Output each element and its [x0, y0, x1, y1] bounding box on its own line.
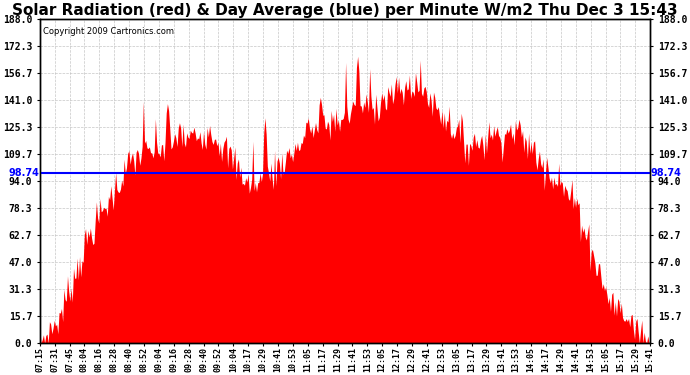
Text: 98.74: 98.74	[651, 168, 682, 178]
Text: Copyright 2009 Cartronics.com: Copyright 2009 Cartronics.com	[43, 27, 174, 36]
Text: 98.74: 98.74	[8, 168, 39, 178]
Title: Solar Radiation (red) & Day Average (blue) per Minute W/m2 Thu Dec 3 15:43: Solar Radiation (red) & Day Average (blu…	[12, 3, 678, 18]
